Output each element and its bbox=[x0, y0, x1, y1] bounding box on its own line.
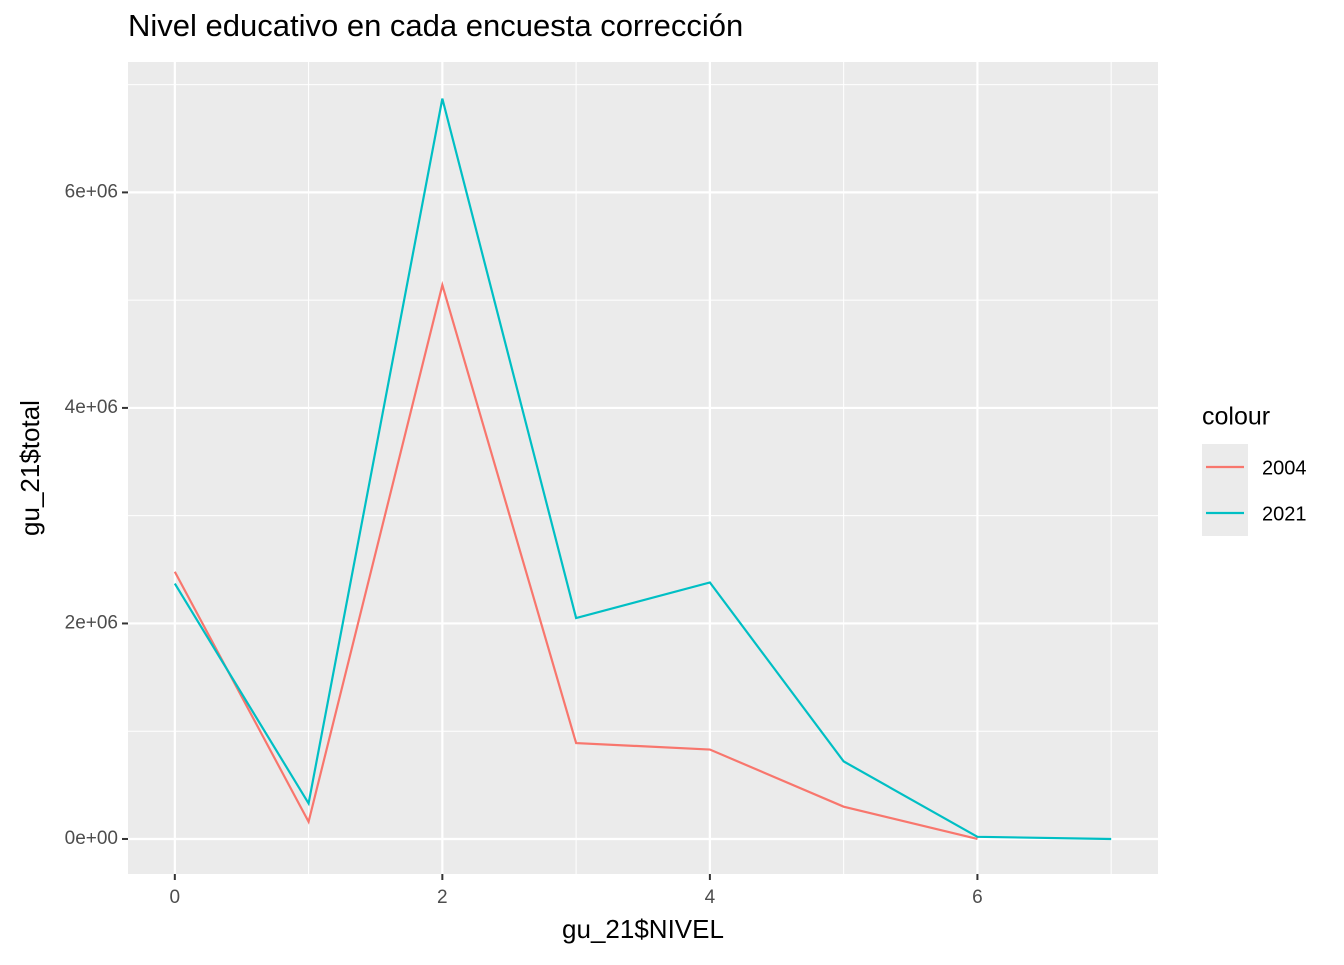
series-line bbox=[173, 280, 978, 841]
x-tick-label: 6 bbox=[972, 887, 983, 908]
x-axis-label: gu_21$NIVEL bbox=[562, 914, 724, 944]
y-tick-label: 0e+00 bbox=[65, 828, 118, 849]
x-tick-label: 0 bbox=[170, 887, 181, 908]
x-tick-label: 2 bbox=[437, 887, 448, 908]
y-tick-label: 4e+06 bbox=[65, 397, 118, 418]
legend-title: colour bbox=[1202, 403, 1270, 431]
y-axis-label: gu_21$total bbox=[15, 400, 45, 536]
legend-label: 2021 bbox=[1262, 503, 1307, 525]
y-tick-label: 6e+06 bbox=[65, 181, 118, 202]
series-line bbox=[173, 98, 1112, 841]
legend-key-bg bbox=[1202, 444, 1248, 536]
chart-title: Nivel educativo en cada encuesta correcc… bbox=[128, 8, 743, 43]
legend-label: 2004 bbox=[1262, 457, 1307, 479]
y-tick-label: 2e+06 bbox=[65, 612, 118, 633]
plot-panel bbox=[128, 62, 1158, 874]
x-tick-label: 4 bbox=[705, 887, 716, 908]
